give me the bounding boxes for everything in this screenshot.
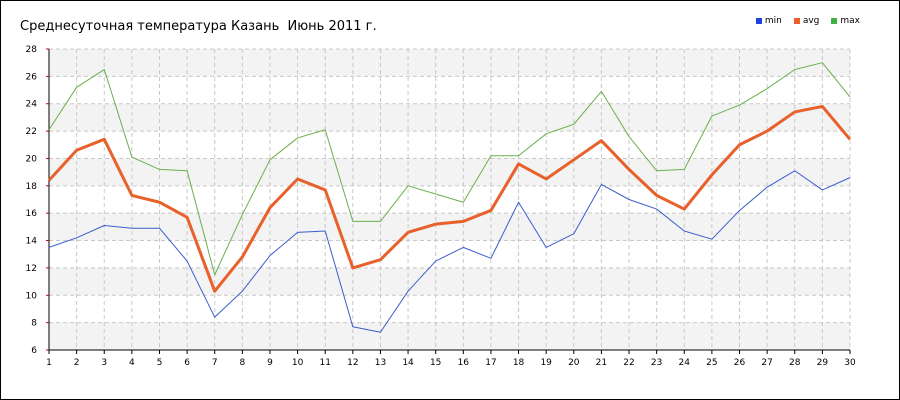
grid-band [49, 103, 850, 132]
grid-band [49, 158, 850, 186]
y-tick-label: 24 [26, 100, 38, 110]
grid-band [49, 49, 850, 77]
x-tick-label: 15 [430, 358, 441, 368]
y-tick-label: 10 [26, 291, 38, 301]
grid-band [49, 322, 850, 350]
legend-swatch-max [831, 18, 838, 24]
x-tick-label: 29 [817, 358, 829, 368]
x-tick-label: 6 [184, 358, 190, 368]
y-tick-label: 16 [26, 209, 38, 219]
y-tick-label: 18 [26, 182, 38, 192]
x-tick-label: 14 [402, 358, 414, 368]
x-tick-label: 22 [623, 358, 634, 368]
x-tick-label: 12 [347, 358, 358, 368]
y-tick-label: 28 [26, 45, 38, 55]
x-tick-label: 24 [679, 358, 691, 368]
x-tick-label: 25 [706, 358, 717, 368]
y-tick-label: 8 [31, 319, 37, 329]
chart-title: Среднесуточная температура Казань Июнь 2… [20, 19, 377, 34]
x-tick-label: 17 [485, 358, 496, 368]
legend-swatch-min [755, 18, 762, 24]
y-tick-label: 14 [26, 237, 38, 247]
legend-swatch-avg [793, 18, 800, 24]
y-tick-label: 6 [31, 346, 37, 356]
x-tick-label: 20 [568, 358, 580, 368]
legend: min avg max [755, 16, 860, 26]
x-tick-label: 28 [789, 358, 801, 368]
legend-item-min: min [755, 16, 782, 26]
legend-label-avg: avg [802, 16, 820, 26]
x-tick-label: 7 [212, 358, 218, 368]
x-tick-label: 13 [375, 358, 386, 368]
legend-item-max: max [831, 16, 860, 26]
x-tick-label: 26 [734, 358, 746, 368]
legend-label-max: max [840, 16, 860, 26]
x-tick-label: 10 [292, 358, 304, 368]
x-tick-label: 27 [761, 358, 772, 368]
grid-band [49, 213, 850, 241]
x-tick-label: 19 [540, 358, 552, 368]
x-tick-label: 30 [844, 358, 856, 368]
y-tick-label: 22 [26, 127, 37, 137]
x-tick-label: 16 [458, 358, 470, 368]
series-line-min [48, 170, 851, 333]
x-tick-label: 9 [267, 358, 273, 368]
x-tick-label: 5 [157, 358, 163, 368]
y-tick-label: 26 [26, 72, 38, 82]
legend-label-min: min [764, 16, 782, 26]
series-line-avg [47, 104, 852, 293]
x-tick-label: 2 [74, 358, 80, 368]
x-tick-label: 23 [651, 358, 662, 368]
y-tick-label: 20 [26, 154, 38, 164]
y-tick-label: 12 [26, 264, 37, 274]
legend-item-avg: avg [793, 16, 820, 26]
x-tick-label: 4 [129, 358, 135, 368]
x-tick-label: 18 [513, 358, 525, 368]
x-tick-label: 21 [596, 358, 607, 368]
x-tick-label: 8 [239, 358, 245, 368]
x-tick-label: 1 [46, 358, 52, 368]
grid-band [49, 267, 850, 296]
x-tick-label: 11 [319, 358, 330, 368]
series-line-max [48, 62, 851, 276]
x-tick-label: 3 [101, 358, 107, 368]
